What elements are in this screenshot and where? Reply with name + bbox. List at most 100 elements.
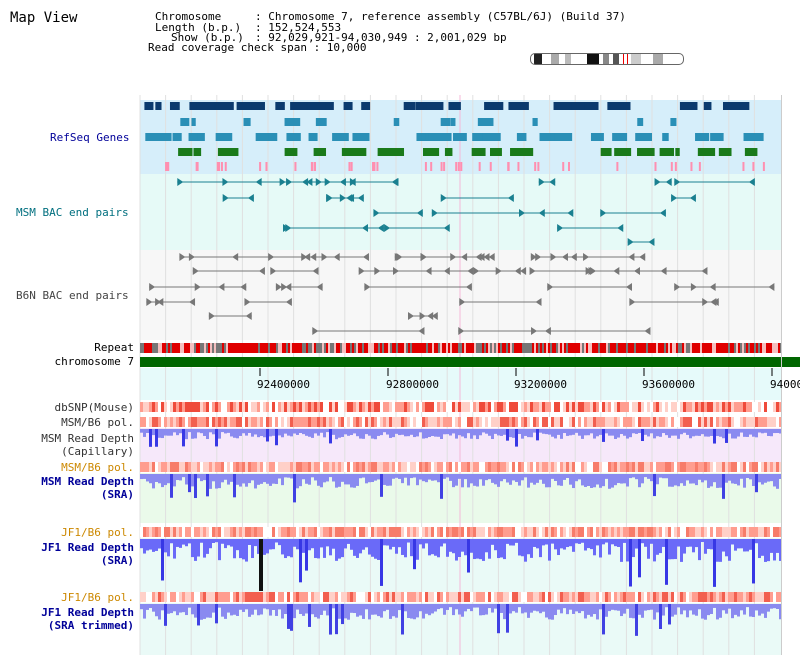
- heat-cell: [548, 527, 551, 537]
- depth-bar: [509, 539, 512, 546]
- gene-feature: [440, 118, 451, 126]
- gene-feature: [679, 102, 698, 110]
- heat-cell: [404, 527, 407, 537]
- msm-b6-pol-sra-label[interactable]: MSM/B6 pol.: [61, 461, 134, 474]
- heat-cell: [578, 592, 581, 602]
- depth-bar: [242, 474, 245, 484]
- bac-end-marker: [346, 194, 353, 202]
- depth-bar: [341, 474, 344, 482]
- chromosome-ideogram[interactable]: [530, 53, 684, 65]
- depth-bar: [452, 604, 455, 616]
- msm-b6-pol-label[interactable]: MSM/B6 pol.: [61, 416, 134, 429]
- heat-cell: [749, 402, 752, 412]
- jf1-b6-pol-trim-label[interactable]: JF1/B6 pol.: [61, 591, 134, 604]
- heat-cell: [461, 462, 464, 472]
- depth-bar: [242, 604, 245, 612]
- heat-cell: [776, 462, 779, 472]
- heat-cell: [254, 402, 257, 412]
- depth-bar: [506, 474, 509, 483]
- heat-cell: [458, 592, 461, 602]
- heat-cell: [620, 462, 623, 472]
- depth-bar: [143, 539, 146, 554]
- depth-bar: [236, 429, 239, 439]
- depth-bar: [497, 539, 500, 559]
- depth-bar: [683, 539, 686, 554]
- depth-bar: [761, 474, 764, 485]
- msm-sra-depth-label[interactable]: MSM Read Depth: [41, 475, 134, 488]
- depth-bar: [254, 604, 257, 610]
- depth-bar: [473, 604, 476, 608]
- bac-end-marker: [407, 312, 414, 320]
- refseq-genes-label[interactable]: RefSeq Genes: [50, 131, 130, 144]
- heat-cell: [338, 402, 341, 412]
- heat-cell: [371, 527, 374, 537]
- heat-cell: [209, 527, 212, 537]
- heat-cell: [638, 527, 641, 537]
- heat-cell: [518, 417, 521, 427]
- b6n-bac-label[interactable]: B6N BAC end pairs: [16, 289, 129, 302]
- msm-cap-depth-label[interactable]: MSM Read Depth: [41, 432, 134, 445]
- heat-cell: [527, 527, 530, 537]
- heat-cell: [305, 592, 308, 602]
- heat-cell: [467, 402, 470, 412]
- repeat-segment: [254, 343, 256, 353]
- depth-bar: [599, 604, 602, 610]
- depth-bar: [290, 429, 293, 437]
- heat-cell: [176, 592, 179, 602]
- heat-cell: [164, 402, 167, 412]
- heat-cell: [269, 462, 272, 472]
- gene-exon-marker: [265, 162, 268, 171]
- depth-bar: [341, 539, 344, 558]
- jf1-b6-pol-label[interactable]: JF1/B6 pol.: [61, 526, 134, 539]
- bac-end-marker: [625, 283, 632, 291]
- msm-bac-label[interactable]: MSM BAC end pairs: [16, 206, 129, 219]
- gene-feature: [635, 133, 653, 141]
- depth-bar-peak: [506, 429, 509, 441]
- heat-cell: [767, 527, 770, 537]
- depth-bar: [581, 429, 584, 439]
- depth-bar: [737, 539, 740, 549]
- repeat-segment: [604, 343, 606, 353]
- gene-feature: [612, 133, 628, 141]
- repeat-segment: [362, 343, 364, 353]
- jf1-trim-depth-label[interactable]: JF1 Read Depth: [41, 606, 134, 619]
- heat-cell: [773, 592, 776, 602]
- depth-bar: [344, 604, 347, 619]
- heat-cell: [245, 417, 248, 427]
- heat-cell: [422, 592, 425, 602]
- heat-cell: [200, 417, 203, 427]
- gene-exon-marker: [376, 162, 379, 171]
- right-frame: [781, 95, 782, 655]
- heat-cell: [197, 592, 200, 602]
- depth-bar: [488, 429, 491, 436]
- repeat-segment: [232, 343, 234, 353]
- repeat-segment: [516, 343, 518, 353]
- heat-cell: [146, 527, 149, 537]
- heat-cell: [719, 402, 722, 412]
- depth-bar: [191, 474, 194, 487]
- heat-cell: [500, 592, 503, 602]
- heat-cell: [356, 417, 359, 427]
- gene-exon-marker: [259, 162, 262, 171]
- depth-bar: [371, 474, 374, 483]
- heat-cell: [653, 417, 656, 427]
- heat-cell: [632, 527, 635, 537]
- heat-cell: [722, 417, 725, 427]
- repeat-segment: [616, 343, 618, 353]
- depth-bar-peak: [401, 604, 404, 635]
- gene-feature: [659, 148, 675, 156]
- heat-cell: [722, 402, 725, 412]
- jf1-sra-depth-label[interactable]: JF1 Read Depth: [41, 541, 134, 554]
- repeat-segment: [526, 343, 528, 353]
- heat-cell: [746, 417, 749, 427]
- heat-cell: [212, 527, 215, 537]
- heat-cell: [191, 592, 194, 602]
- heat-cell: [779, 462, 782, 472]
- depth-bar: [362, 474, 365, 478]
- depth-bar: [677, 429, 680, 439]
- repeat-segment: [320, 343, 322, 353]
- heat-cell: [587, 402, 590, 412]
- dbsnp-label[interactable]: dbSNP(Mouse): [54, 401, 134, 414]
- depth-bar: [290, 539, 293, 558]
